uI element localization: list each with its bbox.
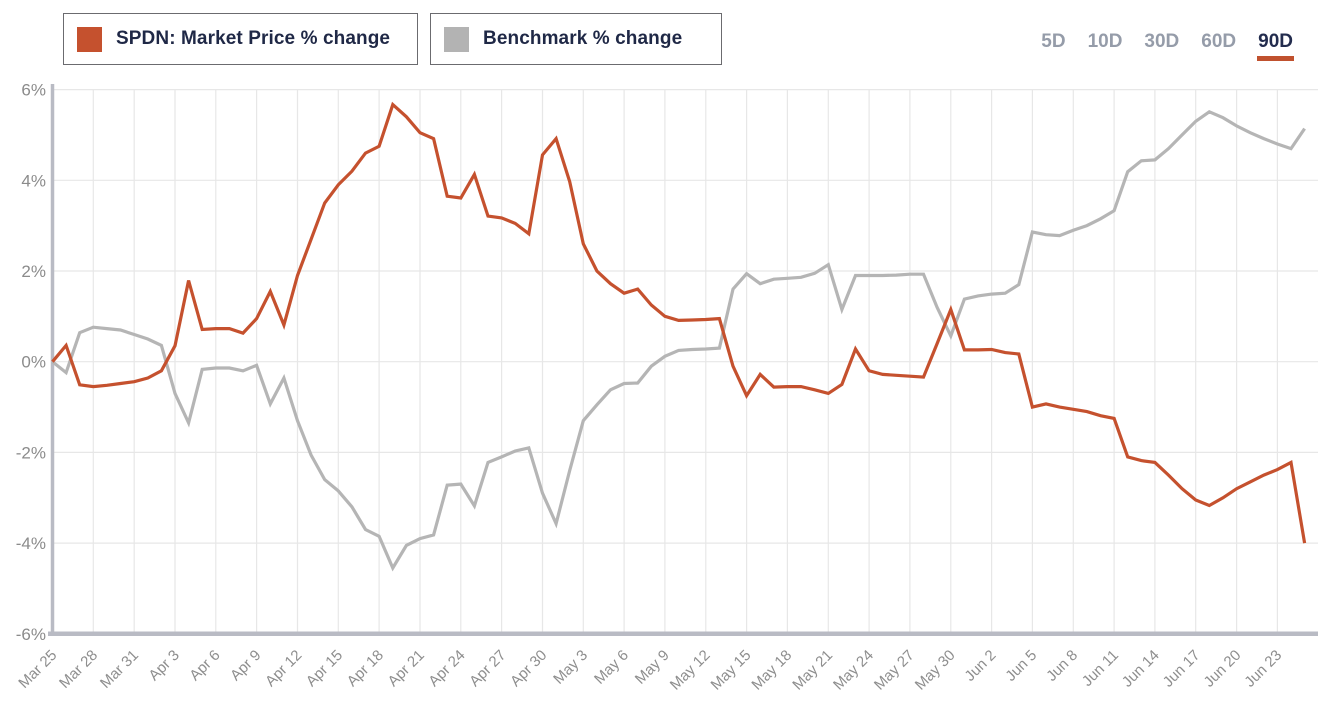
y-axis-label: -2% (16, 443, 46, 462)
y-axis-label: 4% (21, 171, 46, 190)
range-option-10d[interactable]: 10D (1088, 31, 1123, 53)
x-axis-label: Apr 18 (344, 647, 387, 690)
legend-label-benchmark: Benchmark % change (483, 28, 683, 49)
x-axis-label: Mar 31 (97, 647, 142, 692)
x-axis-label: May 3 (550, 647, 591, 688)
x-axis-label: May 21 (789, 647, 836, 694)
range-option-label: 10D (1087, 31, 1123, 52)
range-selector: 5D 10D 30D 60D 90D (1041, 31, 1294, 61)
x-axis-label: Jun 20 (1201, 647, 1245, 691)
y-axis-label: -6% (16, 625, 46, 644)
x-axis-label: Jun 11 (1079, 647, 1122, 690)
range-option-90d[interactable]: 90D (1257, 31, 1294, 61)
legend-item-benchmark[interactable]: Benchmark % change (430, 13, 722, 65)
x-axis-label: Apr 12 (262, 647, 305, 690)
x-axis-label: Apr 24 (425, 647, 468, 690)
range-option-label: 60D (1201, 31, 1237, 52)
y-axis-label: 2% (21, 262, 46, 281)
x-axis-label: Apr 27 (466, 647, 509, 690)
range-option-5d[interactable]: 5D (1041, 31, 1065, 53)
x-axis-label: Jun 5 (1002, 647, 1040, 685)
range-option-label: 90D (1258, 31, 1293, 52)
x-axis-label: Apr 9 (227, 647, 264, 684)
x-axis-label: Jun 23 (1241, 647, 1285, 691)
x-axis-label: Jun 2 (961, 647, 999, 685)
x-axis-label: May 12 (667, 647, 714, 694)
spdn-line[interactable] (51, 101, 1307, 544)
benchmark-color-swatch (444, 26, 469, 52)
legend-item-spdn[interactable]: SPDN: Market Price % change (63, 13, 418, 65)
x-axis-label: Jun 14 (1119, 647, 1163, 691)
x-axis-label: Apr 15 (303, 647, 346, 690)
spdn-color-swatch (77, 26, 102, 52)
x-axis-label: Apr 30 (507, 647, 550, 690)
y-axis-label: 0% (21, 353, 46, 372)
range-option-60d[interactable]: 60D (1201, 31, 1236, 53)
x-axis-label: Mar 25 (15, 647, 60, 692)
x-axis-label: Jun 8 (1043, 647, 1081, 685)
legend-label-spdn: SPDN: Market Price % change (116, 28, 391, 49)
x-axis-label: Apr 6 (186, 647, 223, 684)
range-option-label: 30D (1144, 31, 1180, 52)
active-range-underline (1257, 56, 1294, 61)
x-axis-label: Jun 17 (1160, 647, 1204, 691)
y-axis-label: 6% (21, 81, 46, 100)
range-option-label: 5D (1041, 31, 1066, 52)
x-axis-label: May 30 (912, 647, 959, 694)
x-axis-label: Mar 28 (56, 647, 101, 692)
y-axis-label: -4% (16, 534, 46, 553)
x-axis-label: May 27 (871, 647, 918, 694)
benchmark-line[interactable] (51, 109, 1306, 572)
x-axis-label: Apr 21 (385, 647, 428, 690)
x-axis-label: May 24 (830, 647, 877, 694)
range-option-30d[interactable]: 30D (1144, 31, 1179, 53)
x-axis-label: May 6 (591, 647, 632, 688)
x-axis-label: Apr 3 (145, 647, 182, 684)
x-axis-label: May 15 (708, 647, 755, 694)
x-axis-label: May 18 (748, 647, 795, 694)
